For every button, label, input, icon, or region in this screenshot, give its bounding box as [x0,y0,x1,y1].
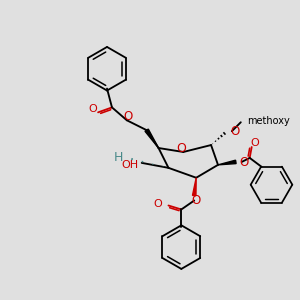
Text: O: O [192,194,201,207]
Text: O: O [176,142,186,154]
Text: H: H [114,152,124,164]
Text: OH: OH [122,160,139,170]
Text: O: O [154,199,163,208]
Text: methoxy: methoxy [247,116,290,126]
Text: O: O [123,110,133,123]
Text: O: O [240,156,249,170]
Polygon shape [218,160,236,165]
Text: O: O [250,138,259,148]
Polygon shape [193,178,196,196]
Text: O: O [89,104,98,114]
Text: O: O [230,125,239,138]
Polygon shape [145,129,158,148]
